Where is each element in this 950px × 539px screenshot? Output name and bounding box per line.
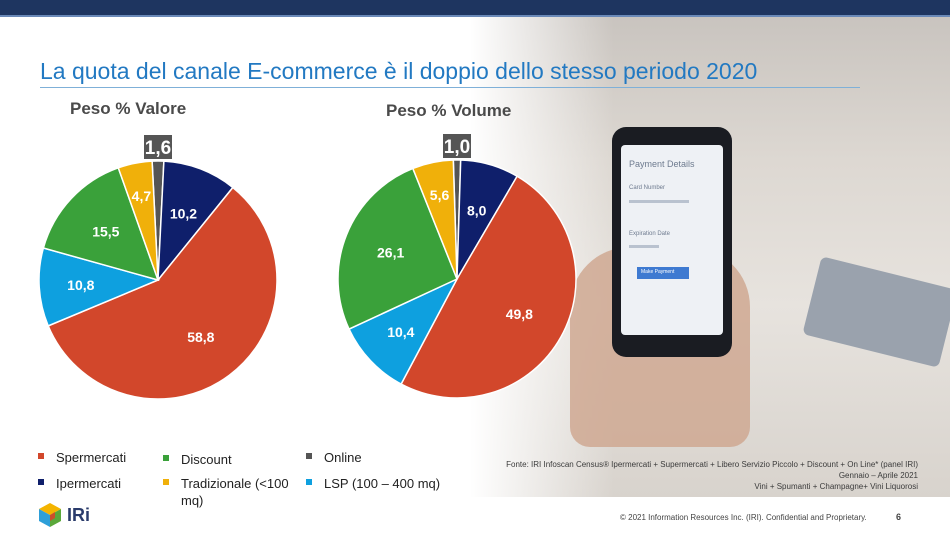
pie-volume: 1,0 8,0 49,8 10,4 26,1 5,6 — [337, 134, 577, 399]
legend-label: Discount — [181, 452, 232, 467]
legend-swatch — [38, 479, 44, 485]
pie-value-label: 49,8 — [506, 306, 533, 322]
source-line: Fonte: IRI Infoscan Census® Ipermercati … — [506, 460, 918, 469]
pie-value-label: 58,8 — [187, 329, 214, 345]
pie-value-label: 1,0 — [444, 137, 470, 158]
photo-payment-text: Payment Details — [629, 159, 695, 169]
iri-logo-text: IRi — [67, 505, 91, 525]
legend-swatch — [38, 453, 44, 459]
legend-label: Spermercati — [56, 450, 127, 465]
pie-value-label: 1,6 — [145, 138, 171, 159]
pie-slice — [400, 175, 577, 399]
pie-value-label: 4,7 — [132, 188, 152, 204]
pie-value-label: 15,5 — [92, 223, 119, 239]
pie-value-label: 8,0 — [467, 202, 487, 218]
pie-slice — [42, 166, 160, 282]
pie-slice — [411, 159, 458, 280]
pie-value-label: 10,8 — [67, 277, 94, 293]
page-number: 6 — [896, 512, 902, 522]
legend-label: LSP (100 – 400 mq) — [324, 476, 441, 491]
slide-title: La quota del canale E-commerce è il dopp… — [40, 58, 758, 84]
pie-value-label: 10,4 — [387, 324, 414, 340]
pie-valore: 1,6 10,2 58,8 10,8 15,5 4,7 — [38, 135, 278, 400]
pie-title-valore: Peso % Valore — [70, 99, 187, 118]
pie-value-label: 10,2 — [170, 205, 197, 221]
legend-label: Online — [324, 450, 362, 465]
pie-value-label: 5,6 — [430, 187, 450, 203]
pie-slice — [157, 160, 234, 283]
photo-pay-button: Make Payment — [637, 267, 689, 279]
legend-swatch — [163, 479, 169, 485]
pie-value-label: 26,1 — [377, 245, 404, 261]
iri-logo-icon — [39, 503, 61, 527]
pie-slice — [47, 186, 278, 400]
legend-swatch — [163, 455, 169, 461]
legend-label: Tradizionale (<100 mq) — [181, 476, 289, 508]
online-label-box — [443, 134, 471, 158]
legend-swatch — [306, 479, 312, 485]
legend-label: Ipermercati — [56, 476, 122, 491]
pie-slice — [348, 277, 459, 386]
background-photo: Payment Details Card Number Expiration D… — [470, 17, 950, 497]
photo-expiration-text: Expiration Date — [629, 231, 671, 237]
phone-shape: Payment Details Card Number Expiration D… — [612, 127, 732, 357]
legend-swatch — [306, 453, 312, 459]
pie-slice — [117, 160, 159, 281]
title-underline — [40, 87, 860, 88]
source-note: Fonte: IRI Infoscan Census® Ipermercati … — [506, 459, 918, 492]
photo-card-number-text: Card Number — [629, 185, 666, 191]
source-line: Gennaio – Aprile 2021 — [838, 471, 918, 480]
source-line: Vini + Spumanti + Champagne+ Vini Liquor… — [754, 482, 918, 491]
pie-title-volume: Peso % Volume — [386, 101, 512, 120]
pie-slice — [337, 167, 458, 331]
online-label-box — [144, 135, 172, 159]
top-bar — [0, 0, 950, 17]
phone-screen: Payment Details Card Number Expiration D… — [621, 145, 723, 335]
photo-button-text: Make Payment — [641, 269, 675, 275]
copyright: © 2021 Information Resources Inc. (IRI).… — [620, 513, 867, 522]
pie-slice — [38, 247, 161, 327]
